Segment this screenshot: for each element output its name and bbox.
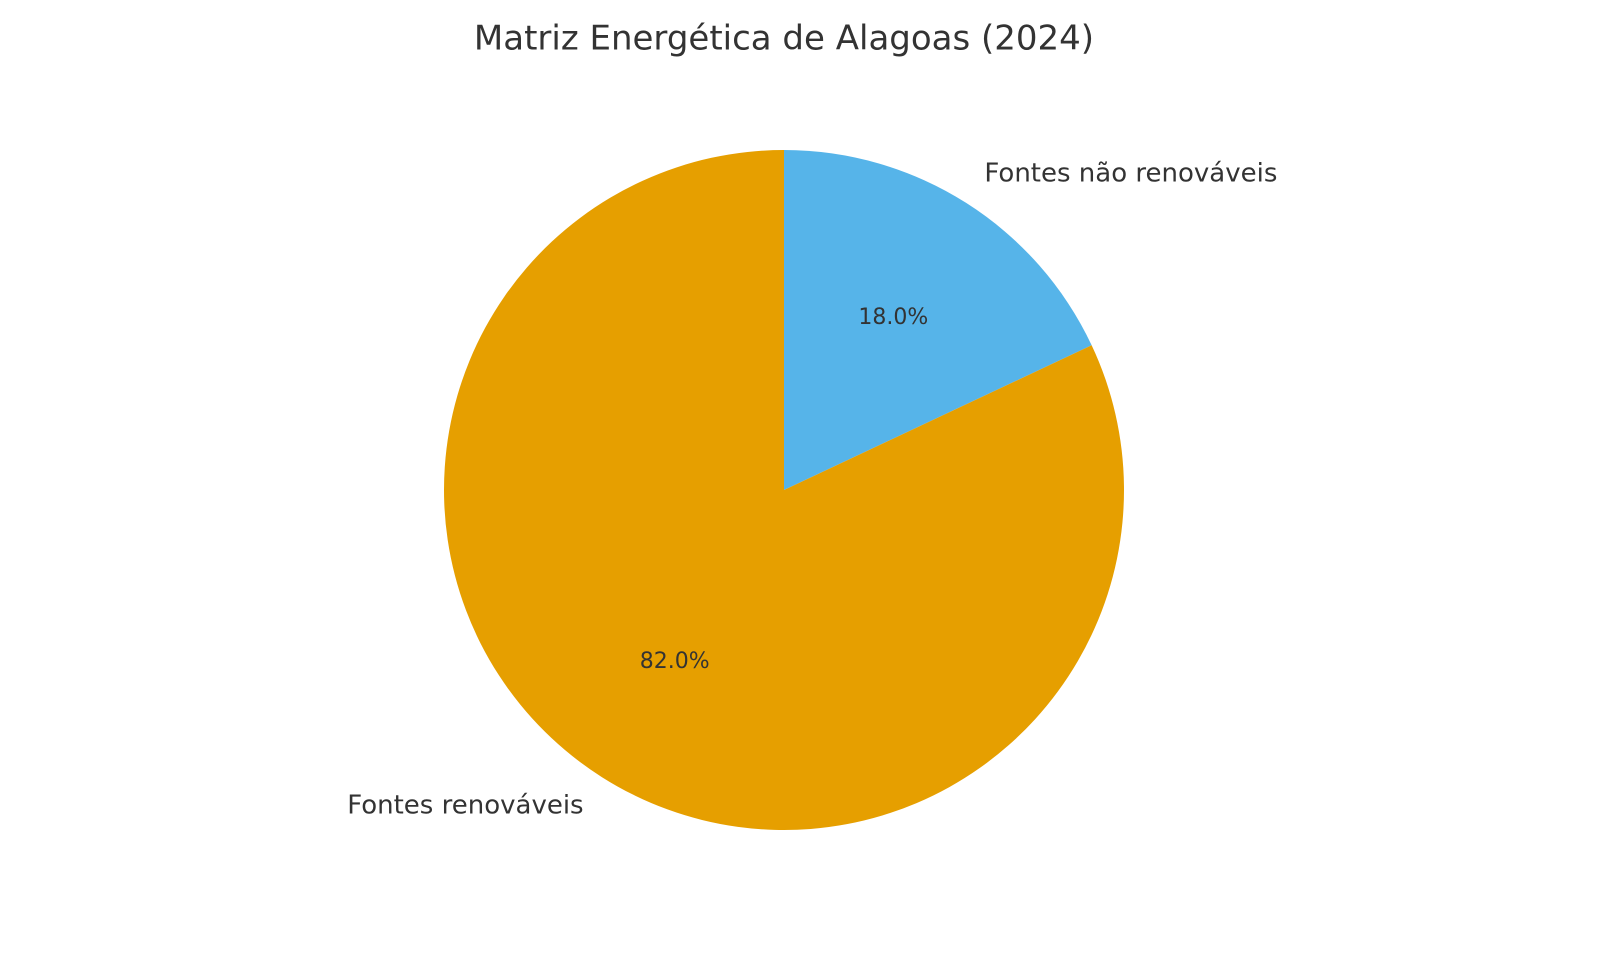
slice-label: Fontes renováveis — [347, 790, 583, 820]
pie-slice — [444, 150, 1125, 830]
value-label: 18.0% — [858, 305, 928, 330]
chart-title: Matriz Energética de Alagoas (2024) — [474, 19, 1094, 59]
value-label: 82.0% — [640, 649, 710, 674]
slice-label: Fontes não renováveis — [984, 159, 1277, 189]
pie-slice — [784, 150, 1092, 490]
